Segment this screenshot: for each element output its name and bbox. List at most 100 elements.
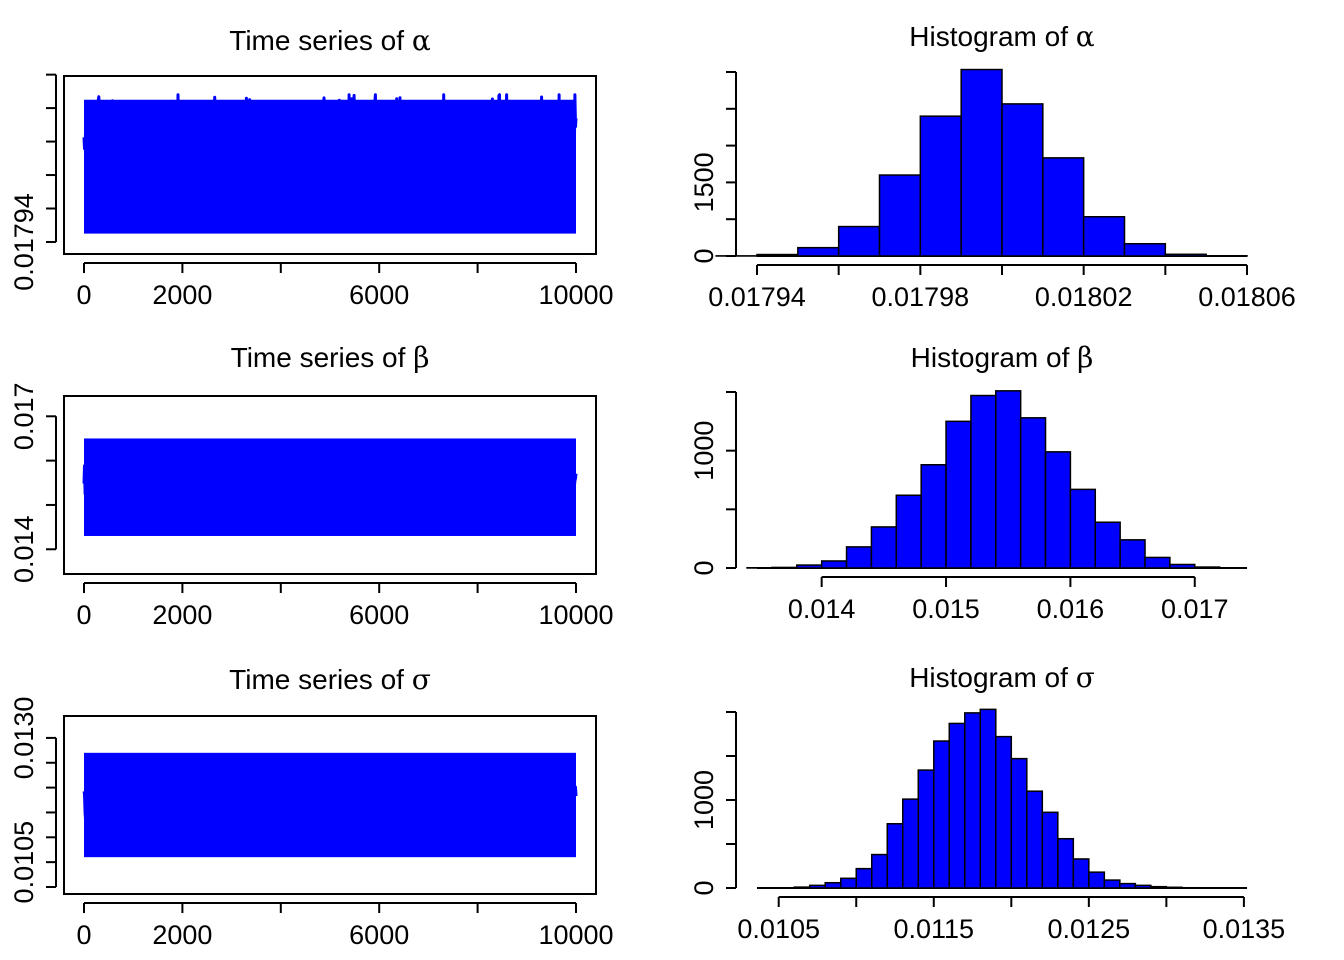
histogram-bar — [1194, 566, 1221, 569]
histogram-bar — [870, 853, 889, 889]
histogram-bar — [917, 769, 935, 889]
x-tick-label: 0 — [76, 280, 91, 310]
x-tick-label: 0.0105 — [737, 914, 820, 944]
chart-title-text: Histogram of — [909, 21, 1076, 52]
histogram-bar — [1164, 253, 1207, 257]
x-tick-label: 0.01798 — [872, 282, 970, 312]
x-tick-label: 2000 — [152, 280, 212, 310]
chart-title-symbol: β — [413, 341, 429, 374]
x-tick-label: 0 — [76, 600, 91, 630]
histogram-bar — [979, 708, 997, 889]
histogram-bar — [824, 881, 842, 889]
y-tick-label: 0.0130 — [9, 697, 39, 780]
trace-core — [84, 438, 576, 536]
x-tick-label: 6000 — [349, 600, 409, 630]
plot-frame — [63, 75, 597, 255]
histogram-bar — [878, 174, 922, 257]
chart-title-text: Histogram of — [909, 662, 1076, 693]
y-tick-label: 0 — [689, 880, 719, 895]
histogram-bar — [1134, 884, 1152, 889]
y-tick-label: 0 — [689, 248, 719, 263]
y-tick-label: 1500 — [689, 152, 719, 212]
plot-frame — [63, 715, 597, 895]
histogram-bar — [1119, 882, 1137, 889]
histogram-panel-1: 0.01794 0.01798 0.01802 0.01806 0 1500 — [689, 68, 1296, 312]
chart-title-symbol: σ — [412, 663, 431, 696]
chart-title-text: Histogram of — [911, 342, 1078, 373]
histogram-bar — [945, 420, 972, 569]
x-tick-label: 0.01802 — [1035, 282, 1133, 312]
plot-frame — [63, 395, 597, 575]
y-tick-label: 0.014 — [9, 515, 39, 583]
histogram-bar — [933, 740, 951, 889]
histogram-bar — [1044, 451, 1072, 569]
histogram-bar — [837, 225, 881, 257]
x-tick-label: 0.01806 — [1198, 282, 1296, 312]
histogram-bar — [796, 564, 823, 569]
y-tick-label: 1000 — [689, 421, 719, 481]
trace-core — [84, 752, 576, 858]
x-tick-label: 10000 — [538, 600, 613, 630]
chart-title-text: Time series of — [229, 25, 412, 56]
histogram-bar — [855, 867, 873, 889]
histogram-bar — [1123, 242, 1167, 257]
histogram-bar — [970, 394, 997, 569]
histogram-bar — [1041, 811, 1059, 889]
x-tick-label: 0.01794 — [708, 282, 806, 312]
histogram-bar — [895, 494, 922, 569]
chart-title-symbol: β — [1077, 341, 1093, 374]
histogram-panel-5: 0.0105 0.0115 0.0125 0.0135 0 1000 — [689, 708, 1285, 944]
x-tick-label: 10000 — [538, 280, 613, 310]
histogram-bar — [1019, 417, 1047, 569]
chart-title-4: Time series of σ — [229, 663, 431, 696]
histogram-bar — [1150, 885, 1168, 889]
histogram-bar — [1119, 539, 1146, 569]
x-tick-label: 2000 — [152, 920, 212, 950]
x-tick-label: 0.0125 — [1048, 914, 1131, 944]
histogram-bar — [920, 463, 947, 569]
y-tick-label: 0.017 — [9, 383, 39, 451]
chart-title-2: Time series of β — [231, 341, 430, 374]
histogram-bar — [820, 560, 848, 569]
chart-title-5: Histogram of σ — [909, 661, 1095, 694]
chart-title-symbol: α — [412, 24, 431, 57]
histogram-panel-3: 0.014 0.015 0.016 0.017 0 1000 — [689, 390, 1247, 624]
histogram-bar — [902, 798, 920, 889]
histogram-bar — [845, 546, 873, 569]
histogram-bar — [1026, 790, 1044, 889]
y-tick-label: 1000 — [689, 770, 719, 830]
chart-title-symbol: α — [1076, 20, 1095, 53]
time-series-panel-4: 0 2000 6000 10000 0.0105 0.0130 — [9, 697, 614, 950]
histogram-bar — [839, 877, 857, 889]
histogram-bar — [995, 390, 1022, 569]
histogram-bar — [964, 712, 982, 889]
histogram-bar — [771, 566, 798, 569]
histogram-bar — [1082, 215, 1126, 257]
x-tick-label: 0.015 — [912, 594, 980, 624]
x-tick-label: 0.016 — [1037, 594, 1105, 624]
x-tick-label: 0.017 — [1161, 594, 1229, 624]
histogram-bar — [808, 884, 826, 889]
histogram-bar — [1042, 157, 1085, 257]
chart-title-0: Time series of α — [229, 24, 431, 57]
time-series-panel-2: 0 2000 6000 10000 0.014 0.017 — [9, 383, 614, 630]
histogram-bar — [995, 735, 1013, 889]
x-tick-label: 6000 — [349, 920, 409, 950]
histogram-bar — [1165, 886, 1183, 889]
histogram-bar — [886, 823, 904, 889]
histogram-bar — [1094, 521, 1121, 569]
histogram-bar — [870, 526, 898, 569]
x-tick-label: 0.0115 — [893, 914, 974, 944]
y-tick-label: 0.01794 — [9, 193, 39, 291]
histogram-bar — [797, 246, 840, 257]
chart-title-1: Histogram of α — [909, 20, 1095, 53]
x-tick-label: 6000 — [349, 280, 409, 310]
histogram-bar — [756, 253, 799, 257]
histogram-bar — [1144, 556, 1171, 569]
histogram-bar — [1001, 103, 1044, 257]
histogram-bar — [948, 722, 966, 889]
histogram-bar — [1057, 837, 1075, 889]
y-tick-label: 0 — [689, 560, 719, 575]
chart-title-text: Time series of — [231, 342, 414, 373]
y-tick-label: 0.0105 — [9, 821, 39, 904]
